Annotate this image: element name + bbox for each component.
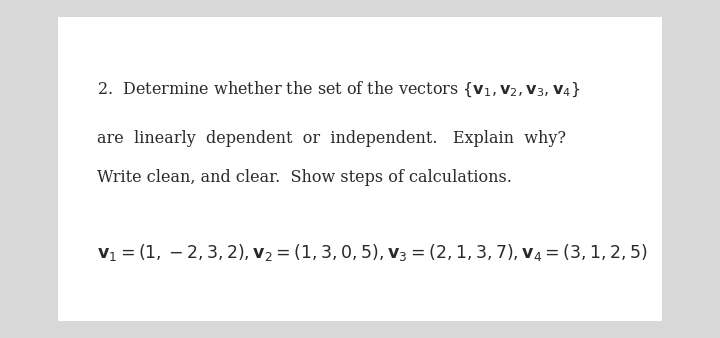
- Text: $\mathbf{v}_1 = (1, -2, 3, 2), \mathbf{v}_2 = (1, 3, 0, 5), \mathbf{v}_3 = (2, 1: $\mathbf{v}_1 = (1, -2, 3, 2), \mathbf{v…: [97, 242, 648, 263]
- Text: 2.  Determine whether the set of the vectors $\{\mathbf{v}_1, \mathbf{v}_2, \mat: 2. Determine whether the set of the vect…: [97, 79, 580, 99]
- Text: Write clean, and clear.  Show steps of calculations.: Write clean, and clear. Show steps of ca…: [97, 169, 512, 186]
- FancyBboxPatch shape: [58, 17, 662, 321]
- Text: are  linearly  dependent  or  independent.   Explain  why?: are linearly dependent or independent. E…: [97, 130, 566, 147]
